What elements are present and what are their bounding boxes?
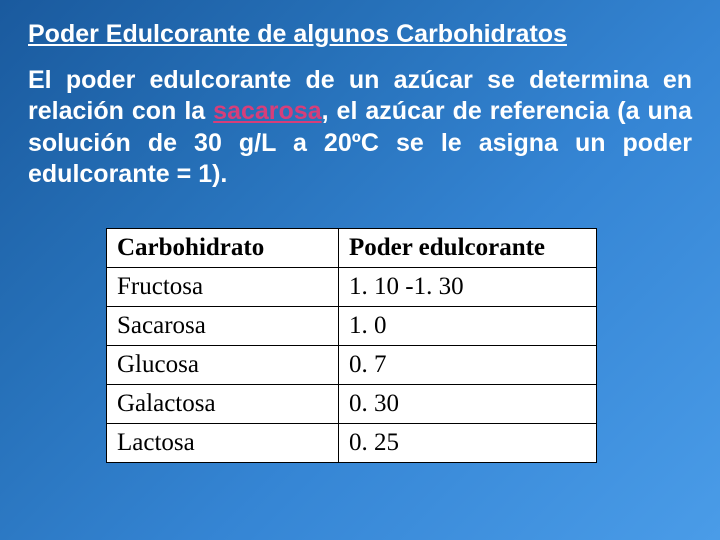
table-cell: Galactosa [107, 385, 339, 424]
slide-title: Poder Edulcorante de algunos Carbohidrat… [28, 20, 692, 49]
table-cell: 0. 25 [339, 424, 597, 463]
table-container: Carbohidrato Poder edulcorante Fructosa … [28, 228, 692, 463]
table-row: Lactosa 0. 25 [107, 424, 597, 463]
slide-paragraph: El poder edulcorante de un azúcar se det… [28, 65, 692, 190]
table-row: Glucosa 0. 7 [107, 346, 597, 385]
table-row: Fructosa 1. 10 -1. 30 [107, 268, 597, 307]
table-cell: Sacarosa [107, 307, 339, 346]
table-row: Sacarosa 1. 0 [107, 307, 597, 346]
table-cell: Glucosa [107, 346, 339, 385]
table-cell: 0. 30 [339, 385, 597, 424]
table-header-cell: Carbohidrato [107, 229, 339, 268]
sweetness-table: Carbohidrato Poder edulcorante Fructosa … [106, 228, 597, 463]
table-cell: Lactosa [107, 424, 339, 463]
table-cell: 1. 10 -1. 30 [339, 268, 597, 307]
table-header-cell: Poder edulcorante [339, 229, 597, 268]
table-cell: Fructosa [107, 268, 339, 307]
table-cell: 1. 0 [339, 307, 597, 346]
table-header-row: Carbohidrato Poder edulcorante [107, 229, 597, 268]
paragraph-highlight: sacarosa [213, 97, 321, 125]
table-cell: 0. 7 [339, 346, 597, 385]
table-row: Galactosa 0. 30 [107, 385, 597, 424]
